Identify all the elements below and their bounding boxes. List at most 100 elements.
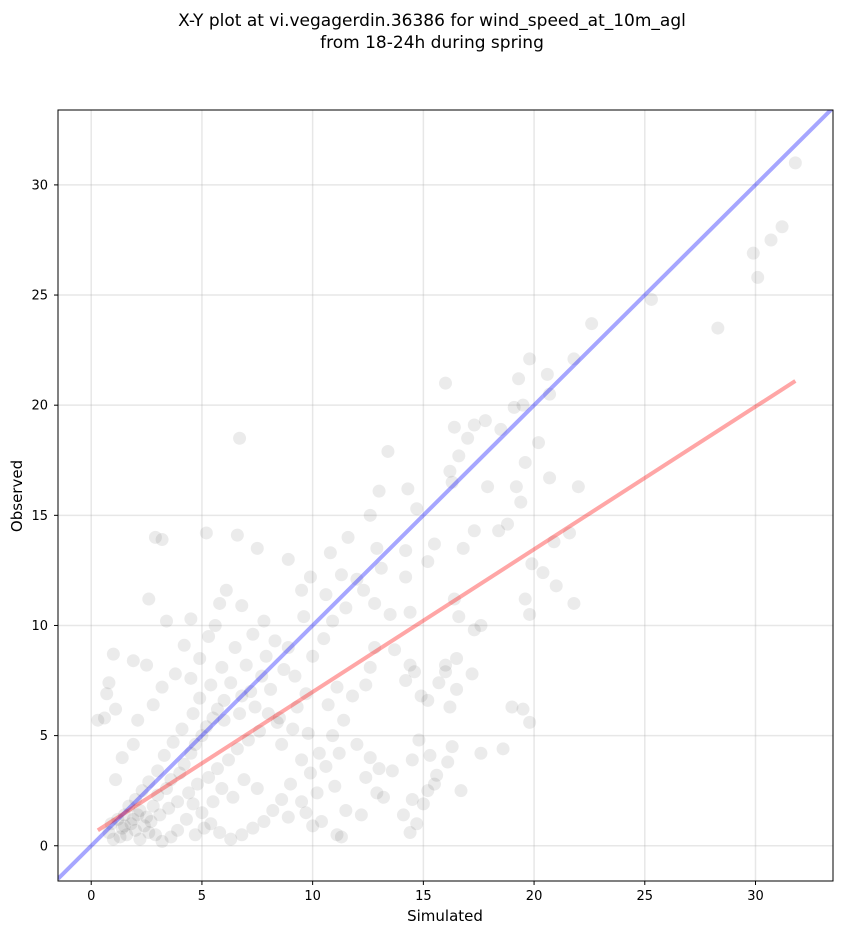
- x-tick-label: 0: [87, 889, 95, 904]
- data-point: [175, 722, 189, 736]
- data-point: [567, 352, 581, 366]
- data-point: [235, 599, 249, 613]
- data-point: [193, 652, 207, 666]
- data-point: [445, 740, 459, 754]
- data-point: [330, 828, 344, 842]
- data-point: [370, 541, 384, 555]
- data-point: [427, 537, 441, 551]
- data-point: [467, 418, 481, 432]
- data-point: [202, 629, 216, 643]
- reference-lines: [58, 110, 833, 881]
- data-point: [228, 640, 242, 654]
- data-point: [461, 431, 475, 445]
- data-point: [155, 680, 169, 694]
- data-point: [255, 669, 269, 683]
- data-point: [299, 806, 313, 820]
- data-point: [160, 781, 173, 795]
- data-point: [257, 614, 271, 628]
- data-point: [290, 700, 304, 714]
- data-point: [326, 729, 340, 743]
- data-point: [281, 640, 295, 654]
- data-point: [106, 647, 120, 661]
- data-point: [764, 233, 778, 247]
- data-point: [334, 568, 348, 582]
- data-point: [350, 572, 364, 586]
- data-point: [188, 828, 202, 842]
- data-point: [399, 544, 413, 558]
- data-point: [339, 804, 353, 818]
- data-point: [204, 678, 218, 692]
- data-point: [142, 826, 156, 840]
- data-point: [357, 583, 371, 597]
- data-point: [496, 742, 510, 756]
- data-point: [171, 795, 185, 809]
- data-point: [208, 618, 222, 632]
- data-point: [215, 660, 229, 674]
- data-point: [186, 797, 200, 811]
- data-point: [481, 480, 495, 494]
- data-point: [518, 455, 532, 469]
- data-point: [523, 607, 537, 621]
- data-point: [445, 475, 459, 489]
- data-point: [129, 792, 142, 806]
- data-point: [775, 220, 789, 234]
- y-axis-label: Observed: [8, 460, 26, 532]
- data-point: [195, 806, 209, 820]
- data-point: [337, 713, 351, 727]
- data-point: [346, 689, 359, 703]
- data-point: [532, 436, 545, 450]
- data-point: [186, 707, 200, 721]
- data-point: [155, 834, 169, 848]
- data-point: [297, 610, 311, 624]
- data-point: [421, 693, 435, 707]
- data-point: [518, 592, 532, 606]
- data-point: [525, 557, 539, 571]
- data-point: [224, 832, 238, 846]
- data-point: [140, 810, 154, 824]
- data-point: [250, 781, 264, 795]
- data-point: [111, 812, 125, 826]
- data-point: [567, 596, 581, 610]
- y-tick-label: 0: [40, 839, 48, 854]
- regression-line: [96, 379, 797, 833]
- data-point: [275, 792, 289, 806]
- data-point: [505, 700, 519, 714]
- data-point: [306, 649, 320, 663]
- data-point: [230, 742, 244, 756]
- data-point: [514, 495, 528, 509]
- data-points: [91, 156, 802, 848]
- data-point: [199, 720, 213, 734]
- data-point: [162, 801, 176, 815]
- data-point: [133, 832, 147, 846]
- data-point: [319, 759, 333, 773]
- data-point: [173, 766, 187, 780]
- data-point: [202, 770, 216, 784]
- data-point: [571, 480, 585, 494]
- data-point: [423, 748, 437, 762]
- data-point: [153, 808, 167, 822]
- y-tick-label: 15: [31, 509, 48, 524]
- data-point: [321, 698, 335, 712]
- data-point: [288, 669, 302, 683]
- data-point: [126, 654, 140, 668]
- data-point: [399, 674, 413, 688]
- data-point: [224, 676, 238, 690]
- data-point: [403, 658, 417, 672]
- data-point: [301, 726, 315, 740]
- data-point: [474, 746, 488, 760]
- data-point: [456, 541, 470, 555]
- data-point: [144, 815, 158, 829]
- data-point: [339, 601, 353, 615]
- data-point: [146, 698, 160, 712]
- data-point: [193, 691, 207, 705]
- data-point: [447, 592, 461, 606]
- data-point: [204, 817, 218, 831]
- data-point: [492, 524, 506, 538]
- data-point: [450, 682, 464, 696]
- data-point: [117, 808, 131, 822]
- data-point: [319, 588, 333, 602]
- data-point: [166, 735, 180, 749]
- data-point: [126, 737, 140, 751]
- data-point: [374, 561, 388, 575]
- data-point: [268, 634, 282, 648]
